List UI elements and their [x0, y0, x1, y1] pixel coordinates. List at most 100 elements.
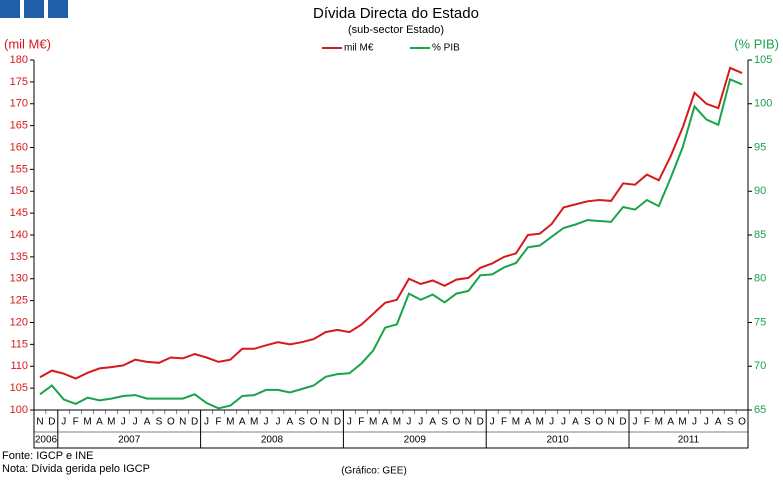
year-label: 2007: [118, 435, 141, 446]
y2-tick-label: 90: [754, 185, 766, 197]
y-tick-label: 115: [10, 338, 28, 350]
x-tick-label: O: [310, 417, 318, 428]
x-tick-label: S: [441, 417, 448, 428]
year-label: 2008: [261, 435, 284, 446]
x-axis-box: [33, 409, 749, 449]
x-tick-label: J: [347, 417, 352, 428]
y-tick-label: 105: [10, 382, 28, 394]
x-tick-label: N: [322, 417, 329, 428]
chart-title: Dívida Directa do Estado: [313, 5, 479, 22]
y2-tick-label: 85: [754, 229, 766, 241]
x-tick-label: M: [250, 417, 258, 428]
x-tick-label: M: [678, 417, 686, 428]
y2-tick-label: 80: [754, 273, 766, 285]
x-tick-label: F: [358, 417, 364, 428]
x-tick-label: J: [133, 417, 138, 428]
x-tick-label: O: [595, 417, 603, 428]
x-tick-label: J: [418, 417, 423, 428]
x-tick-label: N: [179, 417, 186, 428]
x-tick-label: F: [215, 417, 221, 428]
logo-block: [24, 0, 44, 18]
y-tick-label: 130: [10, 273, 28, 285]
y-tick-label: 100: [10, 404, 28, 416]
y-tick-label: 135: [10, 251, 28, 263]
y-tick-label: 150: [10, 185, 28, 197]
x-tick-label: A: [429, 417, 436, 428]
series-line: [39, 66, 743, 380]
x-tick-label: O: [453, 417, 461, 428]
year-label: 2010: [546, 435, 569, 446]
logo-block: [0, 0, 20, 18]
x-tick-label: S: [298, 417, 305, 428]
x-tick-label: F: [644, 417, 650, 428]
x-tick-label: J: [406, 417, 411, 428]
x-tick-label: D: [191, 417, 198, 428]
x-tick-label: J: [632, 417, 637, 428]
x-tick-label: A: [239, 417, 246, 428]
series-line: [39, 77, 743, 410]
x-tick-label: J: [561, 417, 566, 428]
x-tick-label: M: [107, 417, 115, 428]
x-tick-label: J: [121, 417, 126, 428]
x-tick-label: S: [584, 417, 591, 428]
x-tick-label: O: [738, 417, 746, 428]
footnote: Nota: Dívida gerida pelo IGCP: [2, 463, 150, 475]
year-label: 2009: [404, 435, 427, 446]
x-tick-label: A: [525, 417, 532, 428]
y2-tick-label: 105: [754, 54, 772, 66]
y-tick-label: 145: [10, 207, 28, 219]
y-tick-label: 180: [10, 54, 28, 66]
year-label: 2011: [678, 435, 700, 446]
legend-label: mil M€: [344, 43, 374, 54]
x-tick-label: F: [73, 417, 79, 428]
y2-tick-label: 65: [754, 404, 766, 416]
x-tick-label: N: [465, 417, 472, 428]
y-tick-label: 120: [10, 316, 28, 328]
y-tick-label: 155: [10, 163, 28, 175]
x-tick-label: N: [36, 417, 43, 428]
x-tick-label: J: [549, 417, 554, 428]
y-tick-label: 175: [10, 76, 28, 88]
x-tick-label: J: [692, 417, 697, 428]
chart-subtitle: (sub-sector Estado): [348, 24, 444, 36]
x-tick-label: J: [275, 417, 280, 428]
x-tick-label: A: [572, 417, 579, 428]
x-tick-label: J: [490, 417, 495, 428]
x-tick-label: M: [393, 417, 401, 428]
x-tick-label: D: [334, 417, 341, 428]
x-tick-label: J: [61, 417, 66, 428]
y-tick-label: 125: [10, 295, 28, 307]
y2-tick-label: 75: [754, 316, 766, 328]
x-tick-label: A: [715, 417, 722, 428]
logo-block: [48, 0, 68, 18]
x-tick-label: A: [667, 417, 674, 428]
x-tick-label: A: [382, 417, 389, 428]
x-tick-label: M: [655, 417, 663, 428]
x-tick-label: A: [144, 417, 151, 428]
x-tick-label: M: [512, 417, 520, 428]
y-axis-label: (mil M€): [4, 36, 51, 51]
x-tick-label: O: [167, 417, 175, 428]
y2-tick-label: 100: [754, 98, 772, 110]
y-tick-label: 160: [10, 141, 28, 153]
x-tick-label: J: [264, 417, 269, 428]
x-tick-label: S: [156, 417, 163, 428]
x-tick-label: A: [96, 417, 103, 428]
footnote: Fonte: IGCP e INE: [2, 450, 94, 462]
y2-axis-label: (% PIB): [734, 36, 779, 51]
x-tick-label: S: [727, 417, 734, 428]
y-tick-label: 170: [10, 98, 28, 110]
x-tick-label: M: [369, 417, 377, 428]
y-tick-label: 165: [10, 120, 28, 132]
x-tick-label: M: [83, 417, 91, 428]
x-tick-label: D: [619, 417, 626, 428]
x-tick-label: F: [501, 417, 507, 428]
y-tick-label: 140: [10, 229, 28, 241]
x-tick-label: J: [704, 417, 709, 428]
x-tick-label: N: [608, 417, 615, 428]
x-tick-label: M: [536, 417, 544, 428]
year-label: 2006: [35, 435, 58, 446]
credit: (Gráfico: GEE): [341, 466, 407, 477]
x-tick-label: D: [48, 417, 55, 428]
